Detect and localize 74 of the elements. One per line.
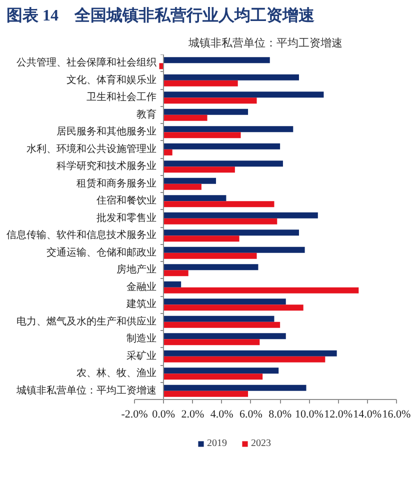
bar (164, 316, 274, 322)
y-tick-label: 租赁和商务服务业 (76, 177, 156, 190)
bar (164, 281, 182, 288)
bar (164, 246, 305, 253)
bar (164, 368, 279, 374)
chart-title: 图表 14 全国城镇非私营行业人均工资增速 (6, 6, 316, 24)
y-tick-label: 建筑业 (126, 298, 156, 310)
bar (164, 212, 318, 218)
bar (164, 230, 299, 236)
y-tick-label: 卫生和社会工作 (86, 91, 156, 104)
bar (164, 218, 278, 224)
y-tick-label: 教育 (136, 108, 156, 120)
y-tick-label: 制造业 (126, 332, 156, 345)
bar (164, 178, 216, 184)
y-tick-label: 公共管理、社会保障和社会组织 (16, 56, 156, 69)
x-tick-label: 8.0% (268, 408, 292, 420)
bar (164, 98, 257, 104)
chart-subtitle: 城镇非私营单位：平均工资增速 (188, 36, 342, 50)
x-tick-label: 16.0% (382, 408, 411, 420)
y-tick-label: 住宿和餐饮业 (96, 194, 156, 207)
bar (164, 149, 172, 156)
bar (164, 350, 337, 356)
bar (164, 132, 241, 138)
legend-label: 2023 (251, 438, 271, 449)
x-tick-label: 4.0% (210, 408, 234, 420)
bar (164, 304, 304, 311)
bar (164, 390, 248, 397)
y-tick-label: 采矿业 (126, 350, 156, 362)
bar (164, 356, 326, 362)
x-tick-label: 12.0% (324, 408, 352, 420)
bar (164, 57, 270, 64)
y-tick-label: 农、林、牧、渔业 (76, 367, 156, 380)
bar (164, 160, 283, 167)
bar (164, 184, 202, 190)
x-tick-label: 2.0% (181, 408, 204, 420)
y-tick-label: 居民服务和其他服务业 (56, 126, 156, 138)
bar (164, 339, 260, 346)
bar (164, 270, 188, 276)
y-tick-label: 科学研究和技术服务业 (56, 160, 156, 172)
y-tick-label: 交通运输、仓储和邮政业 (46, 246, 156, 258)
bar (164, 287, 359, 294)
bar (164, 108, 248, 115)
bar (164, 92, 324, 98)
bar (164, 114, 208, 121)
y-tick-label: 文化、体育和娱乐业 (66, 74, 156, 86)
y-tick-label: 金融业 (126, 280, 156, 293)
x-tick-label: 10.0% (294, 408, 324, 420)
bar (164, 126, 294, 132)
y-tick-label: 房地产业 (116, 264, 156, 276)
bar (164, 80, 238, 86)
bar (164, 374, 263, 380)
bar (164, 166, 235, 173)
bar (164, 264, 258, 270)
y-tick-label: 电力、燃气及水的生产和供应业 (16, 315, 156, 328)
x-tick-label: 0.0% (152, 408, 176, 420)
bar (164, 298, 286, 305)
x-tick-label: 14.0% (353, 408, 382, 420)
bar (164, 322, 280, 328)
legend-label: 2019 (207, 438, 227, 449)
bar (164, 384, 306, 391)
bar (164, 236, 240, 242)
bar (164, 74, 299, 80)
bar (164, 252, 257, 259)
bar (164, 195, 226, 202)
y-tick-label: 水利、环境和公共设施管理业 (26, 142, 156, 155)
y-tick-label: 城镇非私营单位：平均工资增速 (16, 384, 156, 396)
y-tick-label: 批发和零售业 (96, 212, 156, 224)
bar (164, 333, 286, 340)
bar (159, 63, 164, 70)
bar (164, 201, 274, 208)
x-tick-label: 6.0% (239, 408, 262, 420)
y-tick-label: 信息传输、软件和信息技术服务业 (6, 229, 156, 242)
x-tick-label: -2.0% (121, 408, 148, 420)
bar (164, 143, 280, 150)
